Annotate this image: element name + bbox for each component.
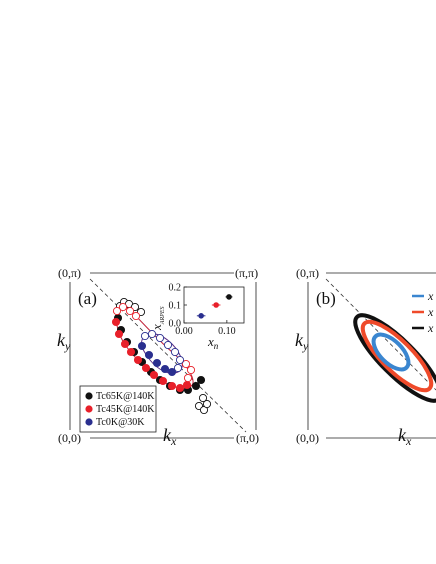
inset-xlabel: xn <box>207 334 219 351</box>
legend-label-tc45k: Tc45K@140K <box>96 404 155 415</box>
arpes-point-red <box>167 381 177 391</box>
corner-label-bottom-right: (π,0) <box>236 431 259 445</box>
corner-label-top-right: (π,π) <box>235 266 258 280</box>
pocket-blue <box>371 332 411 372</box>
legend-a: Tc65K@140K Tc45K@140K Tc0K@30K <box>79 385 157 433</box>
arpes-point-red <box>126 347 136 357</box>
arpes-point-red <box>141 363 151 373</box>
arpes-point-red <box>133 355 143 365</box>
panel-a: (0,π) (π,π) (0,0) (π,0) (a) kx ky Tc65K@… <box>57 266 259 448</box>
legend-box <box>79 385 157 433</box>
inset-chart: 0.0 0.1 0.2 0.00 0.10 xn xARPES <box>149 283 245 351</box>
panel-letter-b: (b) <box>316 289 336 308</box>
arpes-point-red <box>114 329 124 339</box>
axis-label-kx: kx <box>163 425 177 448</box>
pocket-red <box>360 319 434 393</box>
arpes-point-red-open <box>186 365 196 375</box>
legend-marker-tc0k <box>85 418 93 426</box>
arpes-point-red <box>149 370 159 380</box>
arpes-point-blue-open <box>175 355 185 365</box>
arpes-point-black-open <box>198 393 208 403</box>
axis-label-ky: ky <box>57 330 71 353</box>
arpes-point-blue-open <box>173 363 183 373</box>
panel-letter-a: (a) <box>78 289 97 308</box>
legend-label-black: x <box>427 321 434 335</box>
inset-ticks: 0.0 0.1 0.2 0.00 0.10 <box>169 283 236 338</box>
inset-ytick-label: 0.1 <box>169 301 182 312</box>
arpes-point-red <box>182 380 192 390</box>
legend-marker-tc65k <box>85 392 93 400</box>
arpes-point-red-open <box>183 373 193 383</box>
legend-marker-tc45k <box>85 405 93 413</box>
arpes-point-black <box>196 375 206 385</box>
panel-b: (0,π) (0,0) (b) kx ky x x x <box>295 266 436 448</box>
inset-ytick-label: 0.2 <box>169 283 182 294</box>
arpes-point-blue <box>137 341 147 351</box>
arpes-point-blue-open <box>155 333 165 343</box>
arpes-point-red-open <box>118 302 128 312</box>
arpes-point-blue <box>160 364 170 374</box>
inset-ylabel: xARPES <box>149 307 166 331</box>
arpes-point-red-open <box>131 311 141 321</box>
inset-xtick-label: 0.00 <box>175 326 193 337</box>
arpes-point-blue <box>167 367 177 377</box>
inset-point <box>198 313 204 319</box>
arpes-point-red <box>175 383 185 393</box>
legend-label-red: x <box>427 305 434 319</box>
arpes-point-blue <box>152 358 162 368</box>
arpes-point-red <box>111 317 121 327</box>
arpes-point-black <box>191 381 201 391</box>
inset-ytick-label: 0.0 <box>169 319 182 330</box>
legend-label-tc65k: Tc65K@140K <box>96 391 155 402</box>
corner-label-bottom-left: (0,0) <box>58 431 81 445</box>
arpes-point-blue-open <box>163 340 173 350</box>
inset-points <box>196 294 233 319</box>
arpes-point-red <box>158 376 168 386</box>
legend-label-tc0k: Tc0K@30K <box>96 417 145 428</box>
legend-label-blue: x <box>427 289 434 303</box>
axis-label-kx-b: kx <box>398 425 412 448</box>
arpes-point-blue-open <box>140 331 150 341</box>
corner-label-top-left: (0,π) <box>58 266 81 280</box>
arpes-point-red-open <box>125 306 135 316</box>
arpes-point-red-open <box>112 306 122 316</box>
zone-diagonal <box>89 278 247 433</box>
legend-b: x x x <box>412 289 434 335</box>
pocket-black <box>353 313 436 403</box>
arpes-point-red <box>120 339 130 349</box>
axis-label-ky-b: ky <box>295 330 309 353</box>
inset-xtick-label: 0.10 <box>218 326 236 337</box>
arpes-point-blue-open <box>170 347 180 357</box>
corner-label-top-left-b: (0,π) <box>296 266 319 280</box>
arpes-point-black-open <box>202 399 212 409</box>
model-pockets <box>353 313 436 403</box>
corner-label-bottom-left-b: (0,0) <box>296 431 319 445</box>
arpes-point-blue <box>144 350 154 360</box>
fermi-pockets <box>111 297 212 415</box>
arpes-point-blue-open <box>147 329 157 339</box>
inset-point <box>226 294 232 300</box>
inset-point <box>213 302 219 308</box>
arpes-point-red-open <box>181 359 191 369</box>
